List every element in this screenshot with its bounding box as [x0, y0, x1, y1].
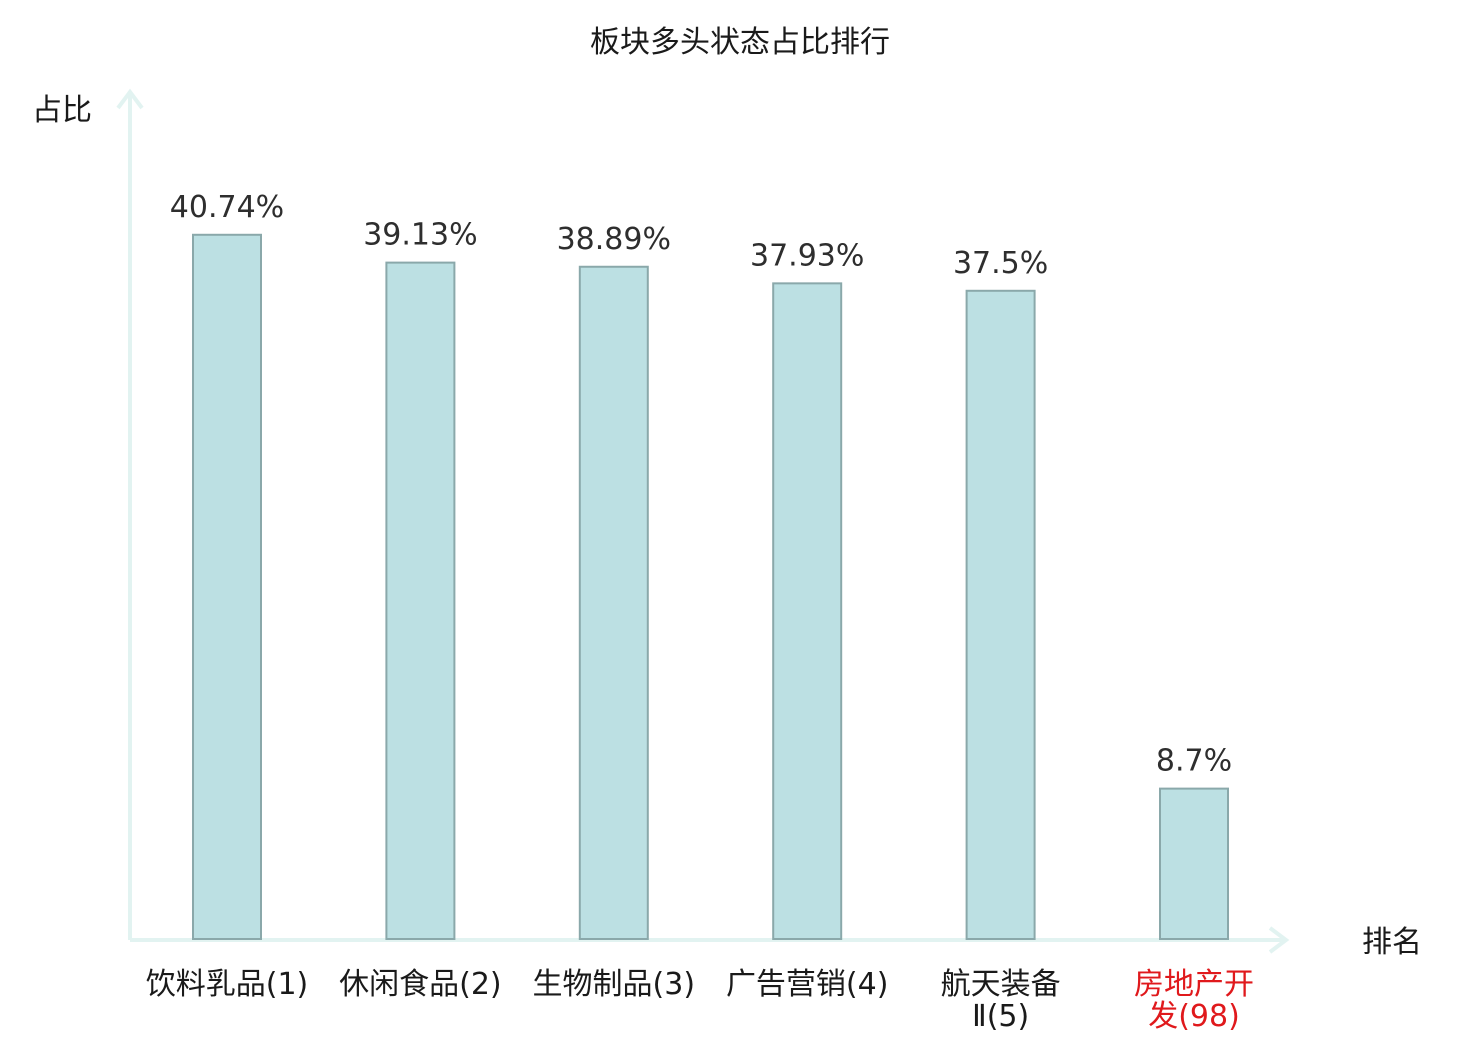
value-label-5: 37.5% — [953, 246, 1048, 281]
y-axis-arrow-icon — [116, 88, 144, 110]
y-axis — [116, 88, 144, 940]
category-label-line: 饮料乳品(1) — [146, 967, 309, 1002]
bar-1 — [192, 233, 262, 940]
category-label-line: 发(98) — [1148, 999, 1240, 1034]
bars-group — [192, 233, 1229, 941]
value-label-1: 40.74% — [170, 190, 284, 225]
category-label-line: 生物制品(3) — [533, 967, 696, 1002]
chart-title: 板块多头状态占比排行 — [590, 25, 890, 60]
bar-5 — [965, 289, 1036, 940]
value-label-4: 37.93% — [750, 238, 864, 273]
category-label-line: Ⅱ(5) — [972, 999, 1029, 1034]
category-label-2: 休闲食品(2) — [339, 967, 502, 1002]
category-label-line: 房地产开 — [1134, 967, 1254, 1002]
value-labels-group: 40.74% 39.13% 38.89% 37.93% 37.5% 8.7% — [170, 190, 1232, 779]
category-label-6: 房地产开发(98) — [1134, 967, 1254, 1034]
category-label-line: 休闲食品(2) — [339, 967, 502, 1002]
value-label-6: 8.7% — [1156, 744, 1232, 779]
x-axis-label: 排名 — [1362, 925, 1422, 960]
bar-2 — [385, 261, 456, 940]
bar-6 — [1159, 787, 1229, 940]
value-label-3: 38.89% — [557, 222, 671, 257]
category-label-4: 广告营销(4) — [726, 967, 889, 1002]
category-label-1: 饮料乳品(1) — [146, 967, 309, 1002]
category-label-3: 生物制品(3) — [533, 967, 696, 1002]
category-label-5: 航天装备 Ⅱ(5) — [941, 967, 1061, 1034]
x-axis-arrow-icon — [1268, 926, 1290, 954]
x-axis — [130, 926, 1290, 954]
category-label-line: 广告营销(4) — [726, 967, 889, 1002]
category-labels-group: 饮料乳品(1) 休闲食品(2) 生物制品(3) 广告营销(4) 航天装备 Ⅱ(5) 房地产开… — [146, 967, 1254, 1034]
value-label-2: 39.13% — [363, 218, 477, 253]
bar-3 — [578, 265, 649, 941]
y-axis-label: 占比 — [32, 93, 92, 128]
category-label-line: 航天装备 — [941, 967, 1061, 1002]
bar-4 — [772, 282, 843, 940]
